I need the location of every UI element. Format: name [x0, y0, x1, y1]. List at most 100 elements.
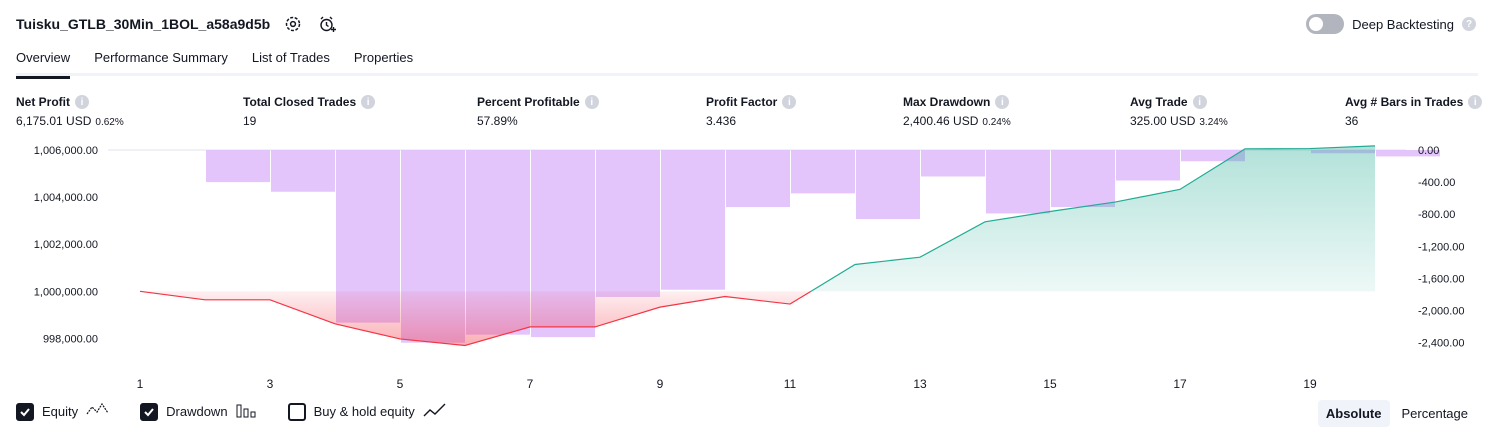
drawdown-bar: [1181, 150, 1245, 162]
x-axis-tick: 15: [1043, 377, 1057, 391]
tab-performance-summary[interactable]: Performance Summary: [94, 50, 228, 65]
metric-value: 6,175.01 USD: [16, 114, 92, 128]
y-axis-right-tick: -400.00: [1418, 177, 1455, 189]
y-axis-right-tick: 0.00: [1418, 145, 1439, 157]
y-axis-right-tick: -1,600.00: [1418, 273, 1464, 285]
metric-value: 3.436: [706, 114, 737, 128]
metric-net-profit: Net Profit i 6,175.01 USD 0.62%: [16, 94, 124, 128]
mode-absolute[interactable]: Absolute: [1317, 400, 1390, 427]
info-icon[interactable]: i: [995, 95, 1010, 109]
drawdown-bar: [1051, 150, 1115, 208]
tab-properties[interactable]: Properties: [353, 50, 414, 65]
metric-value: 57.89%: [477, 114, 518, 128]
metric-label: Profit Factor: [706, 95, 778, 109]
metric-value: 325.00 USD: [1130, 114, 1196, 128]
info-icon[interactable]: i: [361, 95, 376, 109]
x-axis-tick: 7: [527, 377, 534, 391]
metric-label: Avg Trade: [1130, 95, 1188, 109]
equity-checkbox[interactable]: [16, 402, 34, 421]
chart-legend: Equity Drawdown Buy & hold equity: [16, 402, 447, 421]
deep-backtesting-toggle[interactable]: [1306, 14, 1345, 34]
legend-drawdown[interactable]: Drawdown: [140, 402, 257, 421]
metric-value: 19: [243, 114, 257, 128]
equity-line: [139, 290, 812, 347]
metric-max-drawdown: Max Drawdown i 2,400.46 USD 0.24%: [903, 94, 1011, 128]
x-axis-tick: 5: [397, 377, 404, 391]
metric-label: Percent Profitable: [477, 95, 580, 109]
x-axis-tick: 3: [267, 377, 274, 391]
y-axis-right-tick: -1,200.00: [1418, 241, 1464, 253]
drawdown-bar: [986, 150, 1050, 214]
drawdown-bar: [206, 150, 270, 183]
y-axis-left-tick: 1,004,000.00: [34, 192, 98, 204]
legend-label: Drawdown: [166, 404, 228, 419]
metric-percent: 3.24%: [1199, 117, 1228, 128]
x-axis-tick: 13: [913, 377, 927, 391]
y-axis-left-tick: 1,000,000.00: [34, 286, 98, 298]
info-icon[interactable]: i: [584, 95, 599, 109]
legend-buy-hold[interactable]: Buy & hold equity: [287, 402, 447, 421]
tab-list-of-trades[interactable]: List of Trades: [251, 50, 330, 65]
y-axis-right-tick: -800.00: [1418, 209, 1455, 221]
x-axis-tick: 11: [784, 377, 797, 391]
y-axis-right-tick: -2,400.00: [1418, 338, 1464, 350]
report-tabs: Overview Performance Summary List of Tra…: [16, 44, 1478, 79]
x-axis-tick: 17: [1173, 377, 1187, 391]
metric-value: 36: [1345, 114, 1359, 128]
drawdown-bar: [921, 150, 985, 177]
equity-line: [810, 145, 1376, 292]
x-axis-tick: 19: [1303, 377, 1317, 391]
mode-percentage[interactable]: Percentage: [1401, 406, 1469, 421]
metric-percent: 0.62%: [95, 117, 124, 128]
report-header: Tuisku_GTLB_30Min_1BOL_a58a9d5b: [16, 10, 338, 38]
metric-label: Max Drawdown: [903, 95, 991, 109]
deep-backtesting: Deep Backtesting ?: [1306, 14, 1476, 34]
metric-label: Total Closed Trades: [243, 95, 357, 109]
drawdown-bar: [856, 150, 920, 220]
drawdown-bar: [1376, 150, 1440, 157]
gear-icon[interactable]: [282, 13, 304, 35]
drawdown-bar: [726, 150, 790, 208]
y-axis-right-tick: -2,000.00: [1418, 306, 1464, 318]
metric-percent: 0.24%: [982, 117, 1011, 128]
help-icon[interactable]: ?: [1462, 17, 1476, 31]
info-icon[interactable]: i: [75, 95, 89, 109]
tab-overview[interactable]: Overview: [16, 44, 71, 79]
y-axis-left-tick: 1,006,000.00: [34, 145, 98, 157]
info-icon[interactable]: i: [1192, 95, 1207, 109]
drawdown-bar: [596, 150, 660, 297]
drawdown-bar: [271, 150, 335, 192]
display-mode: Absolute Percentage: [1317, 400, 1476, 427]
metric-profit-factor: Profit Factor i 3.436: [706, 94, 797, 128]
drawdown-bar: [1116, 150, 1180, 181]
legend-label: Equity: [42, 404, 79, 419]
y-axis-left-tick: 1,002,000.00: [34, 239, 98, 251]
alarm-clock-plus-icon[interactable]: [316, 13, 338, 35]
x-axis-tick: 1: [137, 377, 144, 391]
drawdown-checkbox[interactable]: [140, 402, 159, 421]
buy-hold-line-icon: [423, 402, 447, 421]
drawdown-bar: [791, 150, 855, 194]
buy-hold-checkbox[interactable]: [287, 402, 306, 421]
metric-label: Net Profit: [16, 95, 70, 109]
metric-avg-trade: Avg Trade i 325.00 USD 3.24%: [1130, 94, 1228, 128]
strategy-name: Tuisku_GTLB_30Min_1BOL_a58a9d5b: [16, 16, 271, 32]
equity-area-up: [810, 145, 1375, 292]
y-axis-left-tick: 998,000.00: [43, 333, 98, 345]
metric-value: 2,400.46 USD: [903, 114, 979, 128]
metric-label: Avg # Bars in Trades: [1345, 95, 1464, 109]
legend-equity[interactable]: Equity: [16, 402, 110, 421]
drawdown-bar: [661, 150, 725, 290]
deep-backtesting-label: Deep Backtesting: [1352, 16, 1454, 32]
info-icon[interactable]: i: [1468, 95, 1483, 109]
equity-line-icon: [86, 402, 110, 421]
metric-avg-bars: Avg # Bars in Trades i 36: [1345, 94, 1483, 128]
info-icon[interactable]: i: [782, 95, 797, 109]
legend-label: Buy & hold equity: [313, 404, 415, 419]
equity-drawdown-chart[interactable]: 1,006,000.00 1,004,000.00 1,002,000.00 1,00…: [0, 140, 1494, 396]
equity-area-down: [140, 291, 811, 346]
x-axis-tick: 9: [657, 377, 664, 391]
drawdown-bars-icon: [236, 402, 258, 421]
metric-percent-profitable: Percent Profitable i 57.89%: [477, 94, 599, 128]
metric-total-closed-trades: Total Closed Trades i 19: [243, 94, 376, 128]
